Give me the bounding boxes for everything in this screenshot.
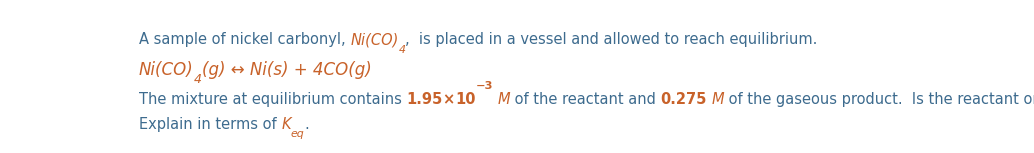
- Text: 0.275: 0.275: [661, 92, 707, 107]
- Text: of the reactant and: of the reactant and: [510, 92, 661, 107]
- Text: Ni(CO): Ni(CO): [139, 61, 193, 79]
- Text: eq: eq: [291, 129, 304, 139]
- Text: Explain in terms of: Explain in terms of: [139, 117, 281, 132]
- Text: The mixture at equilibrium contains: The mixture at equilibrium contains: [139, 92, 406, 107]
- Text: ,  is placed in a vessel and allowed to reach equilibrium.: , is placed in a vessel and allowed to r…: [405, 32, 818, 47]
- Text: .: .: [304, 117, 309, 132]
- Text: −3: −3: [476, 81, 493, 91]
- Text: 10: 10: [455, 92, 476, 107]
- Text: 1.95: 1.95: [406, 92, 443, 107]
- Text: Ni(CO): Ni(CO): [351, 32, 398, 47]
- Text: M: M: [497, 92, 510, 107]
- Text: of the gaseous product.  Is the reactant or product favored?: of the gaseous product. Is the reactant …: [724, 92, 1034, 107]
- Text: 4: 4: [398, 45, 405, 54]
- Text: ×: ×: [443, 92, 455, 107]
- Text: K: K: [281, 117, 291, 132]
- Text: 4: 4: [193, 73, 202, 86]
- Text: A sample of nickel carbonyl,: A sample of nickel carbonyl,: [139, 32, 351, 47]
- Text: (g) ↔ Ni(s) + 4CO(g): (g) ↔ Ni(s) + 4CO(g): [202, 61, 371, 79]
- Text: M: M: [711, 92, 724, 107]
